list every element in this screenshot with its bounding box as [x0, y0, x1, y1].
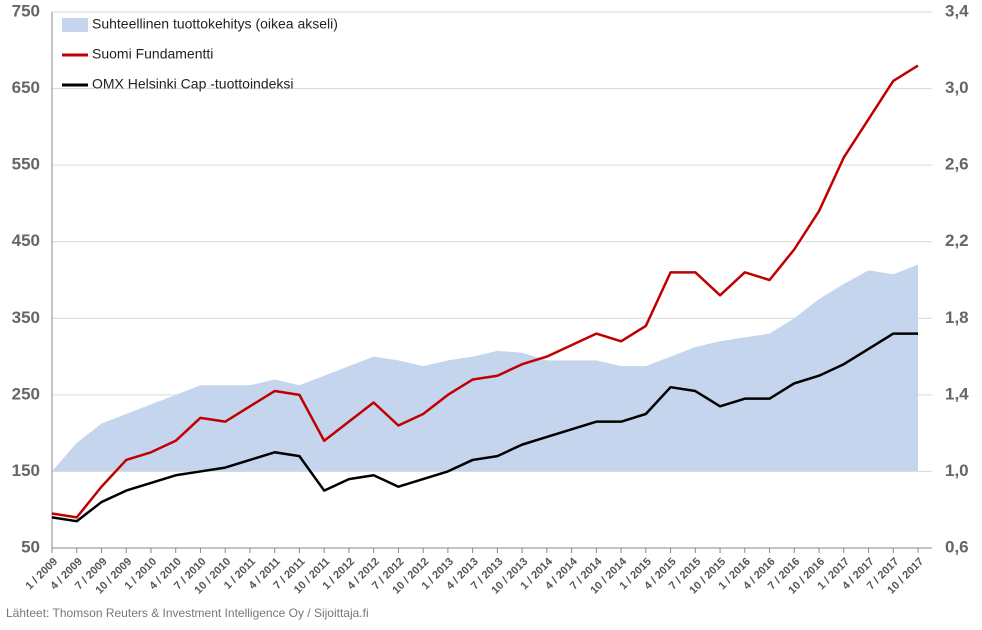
- y2-tick-label: 2,6: [945, 155, 969, 174]
- y2-tick-label: 1,4: [945, 384, 969, 403]
- y-tick-label: 250: [12, 384, 40, 403]
- y2-tick-label: 3,0: [945, 78, 969, 97]
- y2-tick-label: 1,0: [945, 461, 969, 480]
- y-tick-label: 350: [12, 308, 40, 327]
- y-tick-label: 150: [12, 461, 40, 480]
- source: Lähteet: Thomson Reuters & Investment In…: [6, 606, 369, 620]
- area: [52, 264, 918, 472]
- legend-label: Suhteellinen tuottokehitys (oikea akseli…: [92, 16, 338, 32]
- legend-swatch: [62, 18, 88, 32]
- line: [51, 332, 918, 523]
- y2-tick-label: 2,2: [945, 231, 969, 250]
- y2-tick-label: 1,8: [945, 308, 969, 327]
- y-tick-label: 450: [12, 231, 40, 250]
- y-tick-label: 550: [12, 155, 40, 174]
- line: [51, 64, 919, 519]
- y-tick-label: 50: [21, 537, 40, 556]
- legend-label: Suomi Fundamentti: [92, 46, 213, 62]
- y-tick-label: 650: [12, 78, 40, 97]
- legend-label: OMX Helsinki Cap -tuottoindeksi: [92, 76, 294, 92]
- y2-tick-label: 0,6: [945, 537, 969, 556]
- y2-tick-label: 3,4: [945, 1, 969, 20]
- y-tick-label: 750: [12, 1, 40, 20]
